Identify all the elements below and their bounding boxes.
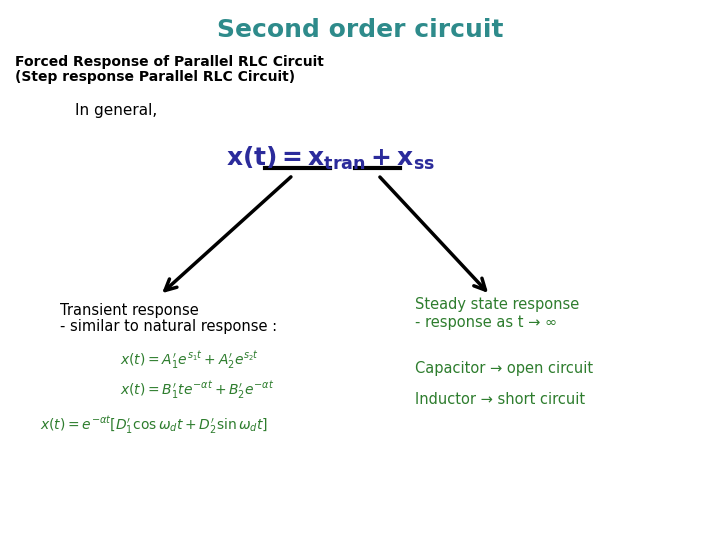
Text: Transient response: Transient response [60,302,199,318]
Text: $x(t) = B_1^{\prime}te^{-\alpha t} + B_2^{\prime}e^{-\alpha t}$: $x(t) = B_1^{\prime}te^{-\alpha t} + B_2… [120,379,274,401]
Text: Forced Response of Parallel RLC Circuit: Forced Response of Parallel RLC Circuit [15,55,324,69]
Text: - response as t → ∞: - response as t → ∞ [415,314,557,329]
Text: (Step response Parallel RLC Circuit): (Step response Parallel RLC Circuit) [15,70,295,84]
Text: Steady state response: Steady state response [415,298,580,313]
Text: Inductor → short circuit: Inductor → short circuit [415,393,585,408]
Text: $x(t) = A_1^{\prime}e^{s_1 t} + A_2^{\prime}e^{s_2 t}$: $x(t) = A_1^{\prime}e^{s_1 t} + A_2^{\pr… [120,349,259,371]
Text: - similar to natural response :: - similar to natural response : [60,320,277,334]
Text: $x(t) = e^{-\alpha t}\left[D_1^{\prime}\cos\omega_d t + D_2^{\prime}\sin\omega_d: $x(t) = e^{-\alpha t}\left[D_1^{\prime}\… [40,414,268,436]
Text: In general,: In general, [75,103,157,118]
Text: Capacitor → open circuit: Capacitor → open circuit [415,361,593,375]
Text: $\mathbf{x(t) = x_{tran} + x_{ss}}$: $\mathbf{x(t) = x_{tran} + x_{ss}}$ [225,144,434,172]
Text: Second order circuit: Second order circuit [217,18,503,42]
